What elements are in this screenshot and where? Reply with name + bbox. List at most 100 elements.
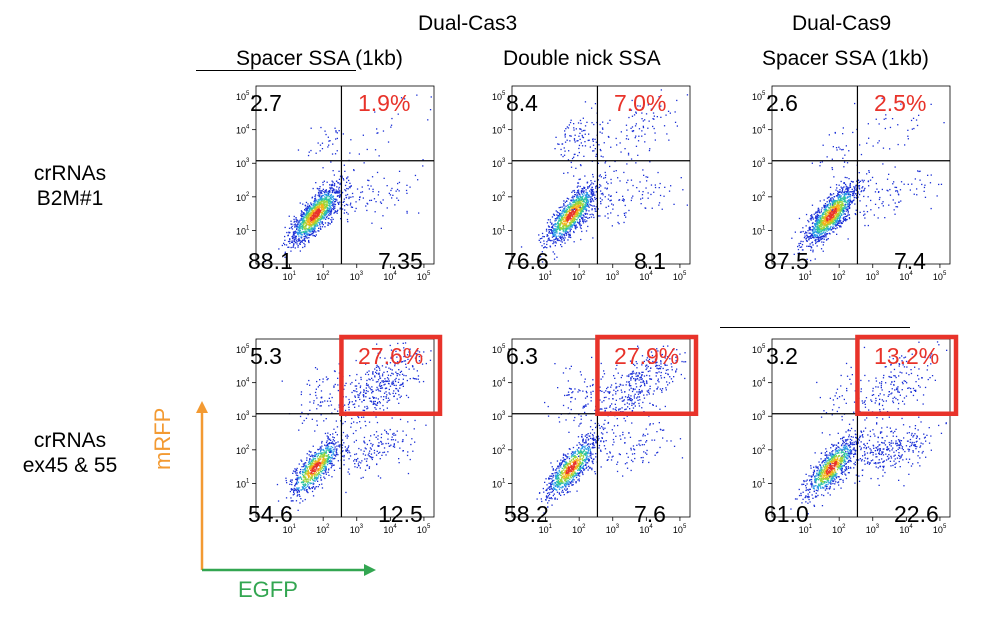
event-dot	[340, 218, 342, 220]
event-dot	[551, 232, 553, 234]
event-dot	[579, 203, 581, 205]
event-dot	[294, 483, 297, 485]
event-dot	[314, 226, 316, 228]
event-dot	[557, 218, 559, 220]
event-dot	[304, 229, 306, 231]
event-dot	[602, 128, 604, 130]
event-dot	[579, 200, 581, 202]
event-dot	[838, 206, 840, 208]
event-dot	[337, 195, 339, 197]
event-dot	[316, 463, 318, 465]
event-dot	[331, 153, 334, 155]
event-dot	[332, 446, 334, 449]
event-dot	[334, 191, 337, 194]
event-dot	[624, 214, 626, 216]
event-dot	[309, 458, 311, 460]
event-dot	[328, 190, 330, 192]
event-dot	[849, 194, 852, 196]
event-dot	[347, 213, 349, 215]
event-dot	[347, 176, 349, 178]
event-dot	[565, 223, 567, 225]
event-dot	[310, 203, 313, 205]
event-dot	[842, 148, 844, 151]
event-dot	[303, 235, 305, 238]
event-dot	[552, 233, 554, 235]
event-dot	[839, 217, 841, 219]
event-dot	[308, 205, 310, 207]
event-dot	[600, 193, 603, 195]
event-dot	[555, 237, 557, 240]
event-dot	[311, 487, 313, 489]
event-dot	[566, 197, 568, 199]
event-dot	[595, 185, 597, 188]
event-dot	[299, 221, 301, 223]
event-dot	[550, 229, 552, 231]
event-dot	[310, 211, 312, 213]
event-dot	[836, 201, 839, 204]
event-dot	[306, 223, 308, 225]
event-dot	[579, 185, 581, 188]
event-dot	[802, 230, 804, 233]
event-dot	[557, 239, 559, 242]
event-dot	[338, 192, 340, 194]
event-dot	[316, 478, 318, 480]
event-dot	[319, 448, 321, 450]
event-dot	[336, 150, 338, 152]
event-dot	[832, 200, 835, 202]
event-dot	[563, 231, 565, 233]
event-dot	[307, 211, 310, 213]
event-dot	[565, 230, 567, 233]
event-dot	[295, 237, 297, 239]
event-dot	[835, 224, 838, 226]
event-dot	[587, 186, 589, 188]
event-dot	[310, 127, 312, 129]
event-dot	[308, 210, 310, 212]
event-dot	[571, 221, 574, 224]
event-dot	[305, 215, 307, 217]
event-dot	[623, 200, 625, 202]
event-dot	[575, 207, 577, 209]
event-dot	[553, 232, 555, 234]
event-dot	[571, 226, 573, 228]
event-dot	[339, 195, 341, 197]
event-dot	[543, 236, 545, 238]
event-dot	[398, 170, 401, 172]
event-dot	[568, 217, 570, 219]
event-dot	[341, 455, 344, 457]
event-dot	[828, 201, 831, 203]
event-dot	[311, 465, 314, 467]
event-dot	[855, 193, 857, 195]
event-dot	[587, 199, 589, 202]
event-dot	[310, 227, 312, 229]
event-dot	[316, 206, 319, 208]
event-dot	[912, 117, 915, 119]
event-dot	[296, 489, 298, 491]
event-dot	[422, 159, 424, 161]
event-dot	[350, 202, 352, 204]
event-dot	[327, 193, 330, 195]
event-dot	[854, 213, 856, 215]
event-dot	[302, 220, 304, 222]
event-dot	[570, 135, 572, 137]
event-dot	[582, 214, 585, 216]
event-dot	[831, 197, 833, 199]
event-dot	[844, 205, 846, 207]
event-dot	[943, 122, 945, 124]
event-dot	[321, 218, 323, 220]
event-dot	[351, 192, 354, 195]
event-dot	[320, 468, 322, 471]
event-dot	[324, 200, 326, 202]
event-dot	[332, 442, 334, 445]
event-dot	[559, 227, 561, 229]
event-dot	[628, 209, 630, 212]
event-dot	[614, 160, 616, 163]
event-dot	[557, 215, 559, 217]
event-dot	[301, 481, 303, 484]
event-dot	[548, 226, 550, 228]
event-dot	[571, 220, 574, 222]
event-dot	[632, 130, 635, 132]
event-dot	[308, 219, 310, 222]
event-dot	[335, 198, 337, 200]
event-dot	[625, 212, 627, 214]
event-dot	[578, 151, 580, 154]
